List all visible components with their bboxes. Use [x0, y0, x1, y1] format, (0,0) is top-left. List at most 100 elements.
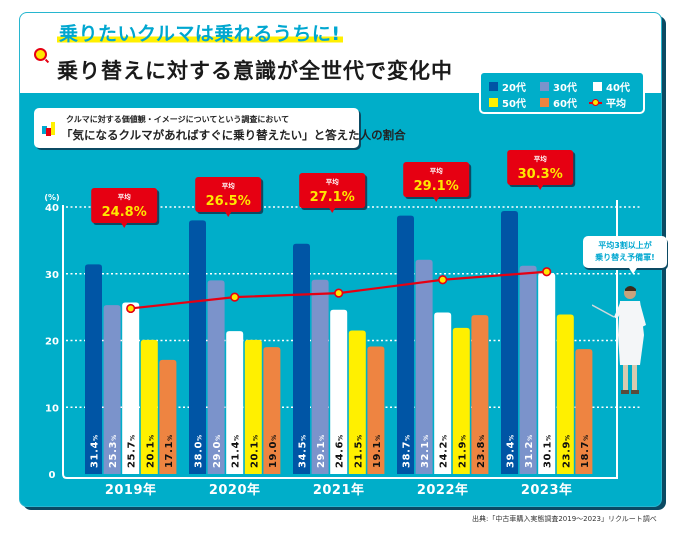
- percent-sign: %: [167, 434, 174, 441]
- bar: [189, 220, 206, 474]
- bar-value: 20.1: [249, 441, 260, 468]
- percent-sign: %: [301, 434, 308, 441]
- bar: [263, 347, 281, 474]
- axes: (%): [44, 193, 618, 479]
- callout-pointer: [329, 208, 336, 213]
- bar: [207, 280, 225, 474]
- bar: [452, 327, 470, 474]
- x-tick-label: 2023年: [521, 482, 573, 498]
- average-callout: 平均 26.5%: [195, 177, 264, 217]
- y-tick-label: 20: [45, 337, 59, 348]
- bar-value-label: 18.7%: [580, 434, 591, 468]
- x-tick-label: 2022年: [417, 482, 469, 498]
- bar-value-label: 21.9%: [457, 434, 468, 468]
- average-point: [542, 267, 552, 277]
- average-callout: 平均 29.1%: [403, 162, 472, 202]
- bar-value-label: 25.7%: [127, 434, 138, 468]
- average-point: [230, 292, 240, 302]
- callout-label: 平均: [534, 154, 548, 163]
- bar-value: 17.1: [164, 441, 175, 468]
- callout-label: 平均: [222, 181, 236, 190]
- percent-sign: %: [197, 434, 204, 441]
- bar-value: 29.1: [316, 441, 327, 468]
- bar: [434, 312, 452, 474]
- callout-label: 平均: [326, 177, 340, 186]
- percent-sign: %: [564, 434, 571, 441]
- legend-item-20s: 20代: [489, 79, 526, 94]
- chart-title: 「気になるクルマがあればすぐに乗り替えたい」と答えた人の割合: [61, 128, 406, 142]
- plot-border: [62, 200, 618, 479]
- percent-sign: %: [479, 434, 486, 441]
- x-tick-label: 2021年: [313, 482, 365, 498]
- legend-label: 60代: [553, 99, 577, 110]
- percent-sign: %: [527, 434, 534, 441]
- average-value: 26.5%: [206, 194, 251, 209]
- bar-chart-icon: [42, 122, 55, 136]
- bar-value-label: 38.0%: [194, 434, 205, 468]
- percent-sign: %: [148, 434, 155, 441]
- percent-sign: %: [134, 205, 147, 220]
- percent-sign: %: [442, 434, 449, 441]
- bar-value: 21.5: [353, 441, 364, 468]
- catchphrase: 乗りたいクルマは乗れるうちに!: [57, 23, 343, 45]
- bar: [140, 339, 158, 474]
- bar-value-label: 21.5%: [353, 434, 364, 468]
- average-value: 30.3%: [518, 167, 563, 182]
- speech-line-2: 乗り替え予備軍!: [595, 253, 655, 262]
- bar-value: 32.1: [420, 441, 431, 468]
- bar-value: 38.7: [402, 441, 413, 468]
- bar-value-label: 34.5%: [298, 434, 309, 468]
- average-value: 27.1%: [310, 190, 355, 205]
- chart-subtitle-box: クルマに対する価値観・イメージについてという調査において 「気になるクルマがあれ…: [34, 108, 406, 148]
- percent-sign: %: [338, 434, 345, 441]
- bar-value: 23.9: [561, 441, 572, 468]
- percent-sign: %: [252, 434, 259, 441]
- legend-label: 20代: [502, 83, 526, 94]
- bar-value-label: 17.1%: [164, 434, 175, 468]
- bar: [244, 339, 262, 474]
- presenter-illustration: [592, 286, 646, 394]
- callout-pointer: [537, 185, 544, 190]
- bar: [471, 315, 489, 474]
- bar-value-label: 29.0%: [212, 434, 223, 468]
- percent-sign: %: [342, 190, 355, 205]
- percent-sign: %: [446, 179, 459, 194]
- bar-value: 30.1: [543, 441, 554, 468]
- y-tick-labels: 0 10 20 30 40: [45, 203, 59, 481]
- bar-value-label: 24.2%: [439, 434, 450, 468]
- legend-swatch-60s: [540, 98, 549, 107]
- average-line-icon: [589, 98, 602, 107]
- legend-item-50s: 50代: [489, 95, 526, 110]
- y-tick-label: 10: [45, 403, 59, 414]
- percent-sign: %: [460, 434, 467, 441]
- average-point: [438, 275, 448, 285]
- bar-value-label: 29.1%: [316, 434, 327, 468]
- headline: 乗り替えに対する意識が全世代で変化中: [57, 59, 453, 83]
- average-number: 30.3: [518, 167, 550, 182]
- presenter-speech-bubble: 平均3割以上が 乗り替え予備軍!: [583, 236, 667, 274]
- bar-value: 20.1: [145, 441, 156, 468]
- bar-value-label: 20.1%: [145, 434, 156, 468]
- x-tick-label: 2020年: [209, 482, 261, 498]
- speech-line-1: 平均3割以上が: [598, 241, 652, 250]
- bar-value: 24.2: [439, 441, 450, 468]
- x-tick-label: 2019年: [105, 482, 157, 498]
- bar: [159, 359, 177, 474]
- bar: [538, 273, 556, 474]
- x-tick-labels: 2019年 2020年 2021年 2022年 2023年: [105, 482, 573, 498]
- callout-pointer: [433, 197, 440, 202]
- callout-box: [403, 162, 470, 197]
- bar-value-label: 24.6%: [335, 434, 346, 468]
- callout-box: [91, 188, 158, 223]
- y-tick-label: 30: [45, 270, 59, 281]
- average-number: 24.8: [102, 205, 134, 220]
- y-tick-label: 40: [45, 203, 59, 214]
- bar-value-label: 19.1%: [372, 434, 383, 468]
- bar-value: 31.4: [90, 441, 101, 468]
- bar-value: 39.4: [506, 441, 517, 468]
- pointer-stick: [592, 304, 615, 318]
- bar-value: 38.0: [194, 441, 205, 468]
- bar-value-label: 31.4%: [90, 434, 101, 468]
- percent-sign: %: [271, 434, 278, 441]
- bar-value-label: 30.1%: [543, 434, 554, 468]
